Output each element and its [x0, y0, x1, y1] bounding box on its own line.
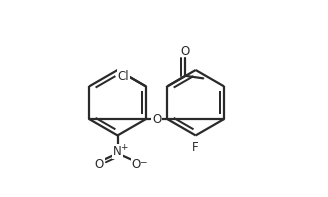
- Text: Cl: Cl: [118, 70, 129, 83]
- Text: O: O: [94, 159, 104, 172]
- Text: −: −: [139, 157, 146, 166]
- Text: O: O: [152, 112, 161, 125]
- Text: O: O: [180, 46, 190, 59]
- Text: F: F: [192, 140, 199, 153]
- Text: N: N: [113, 145, 122, 158]
- Text: +: +: [120, 143, 127, 152]
- Text: O: O: [132, 159, 141, 172]
